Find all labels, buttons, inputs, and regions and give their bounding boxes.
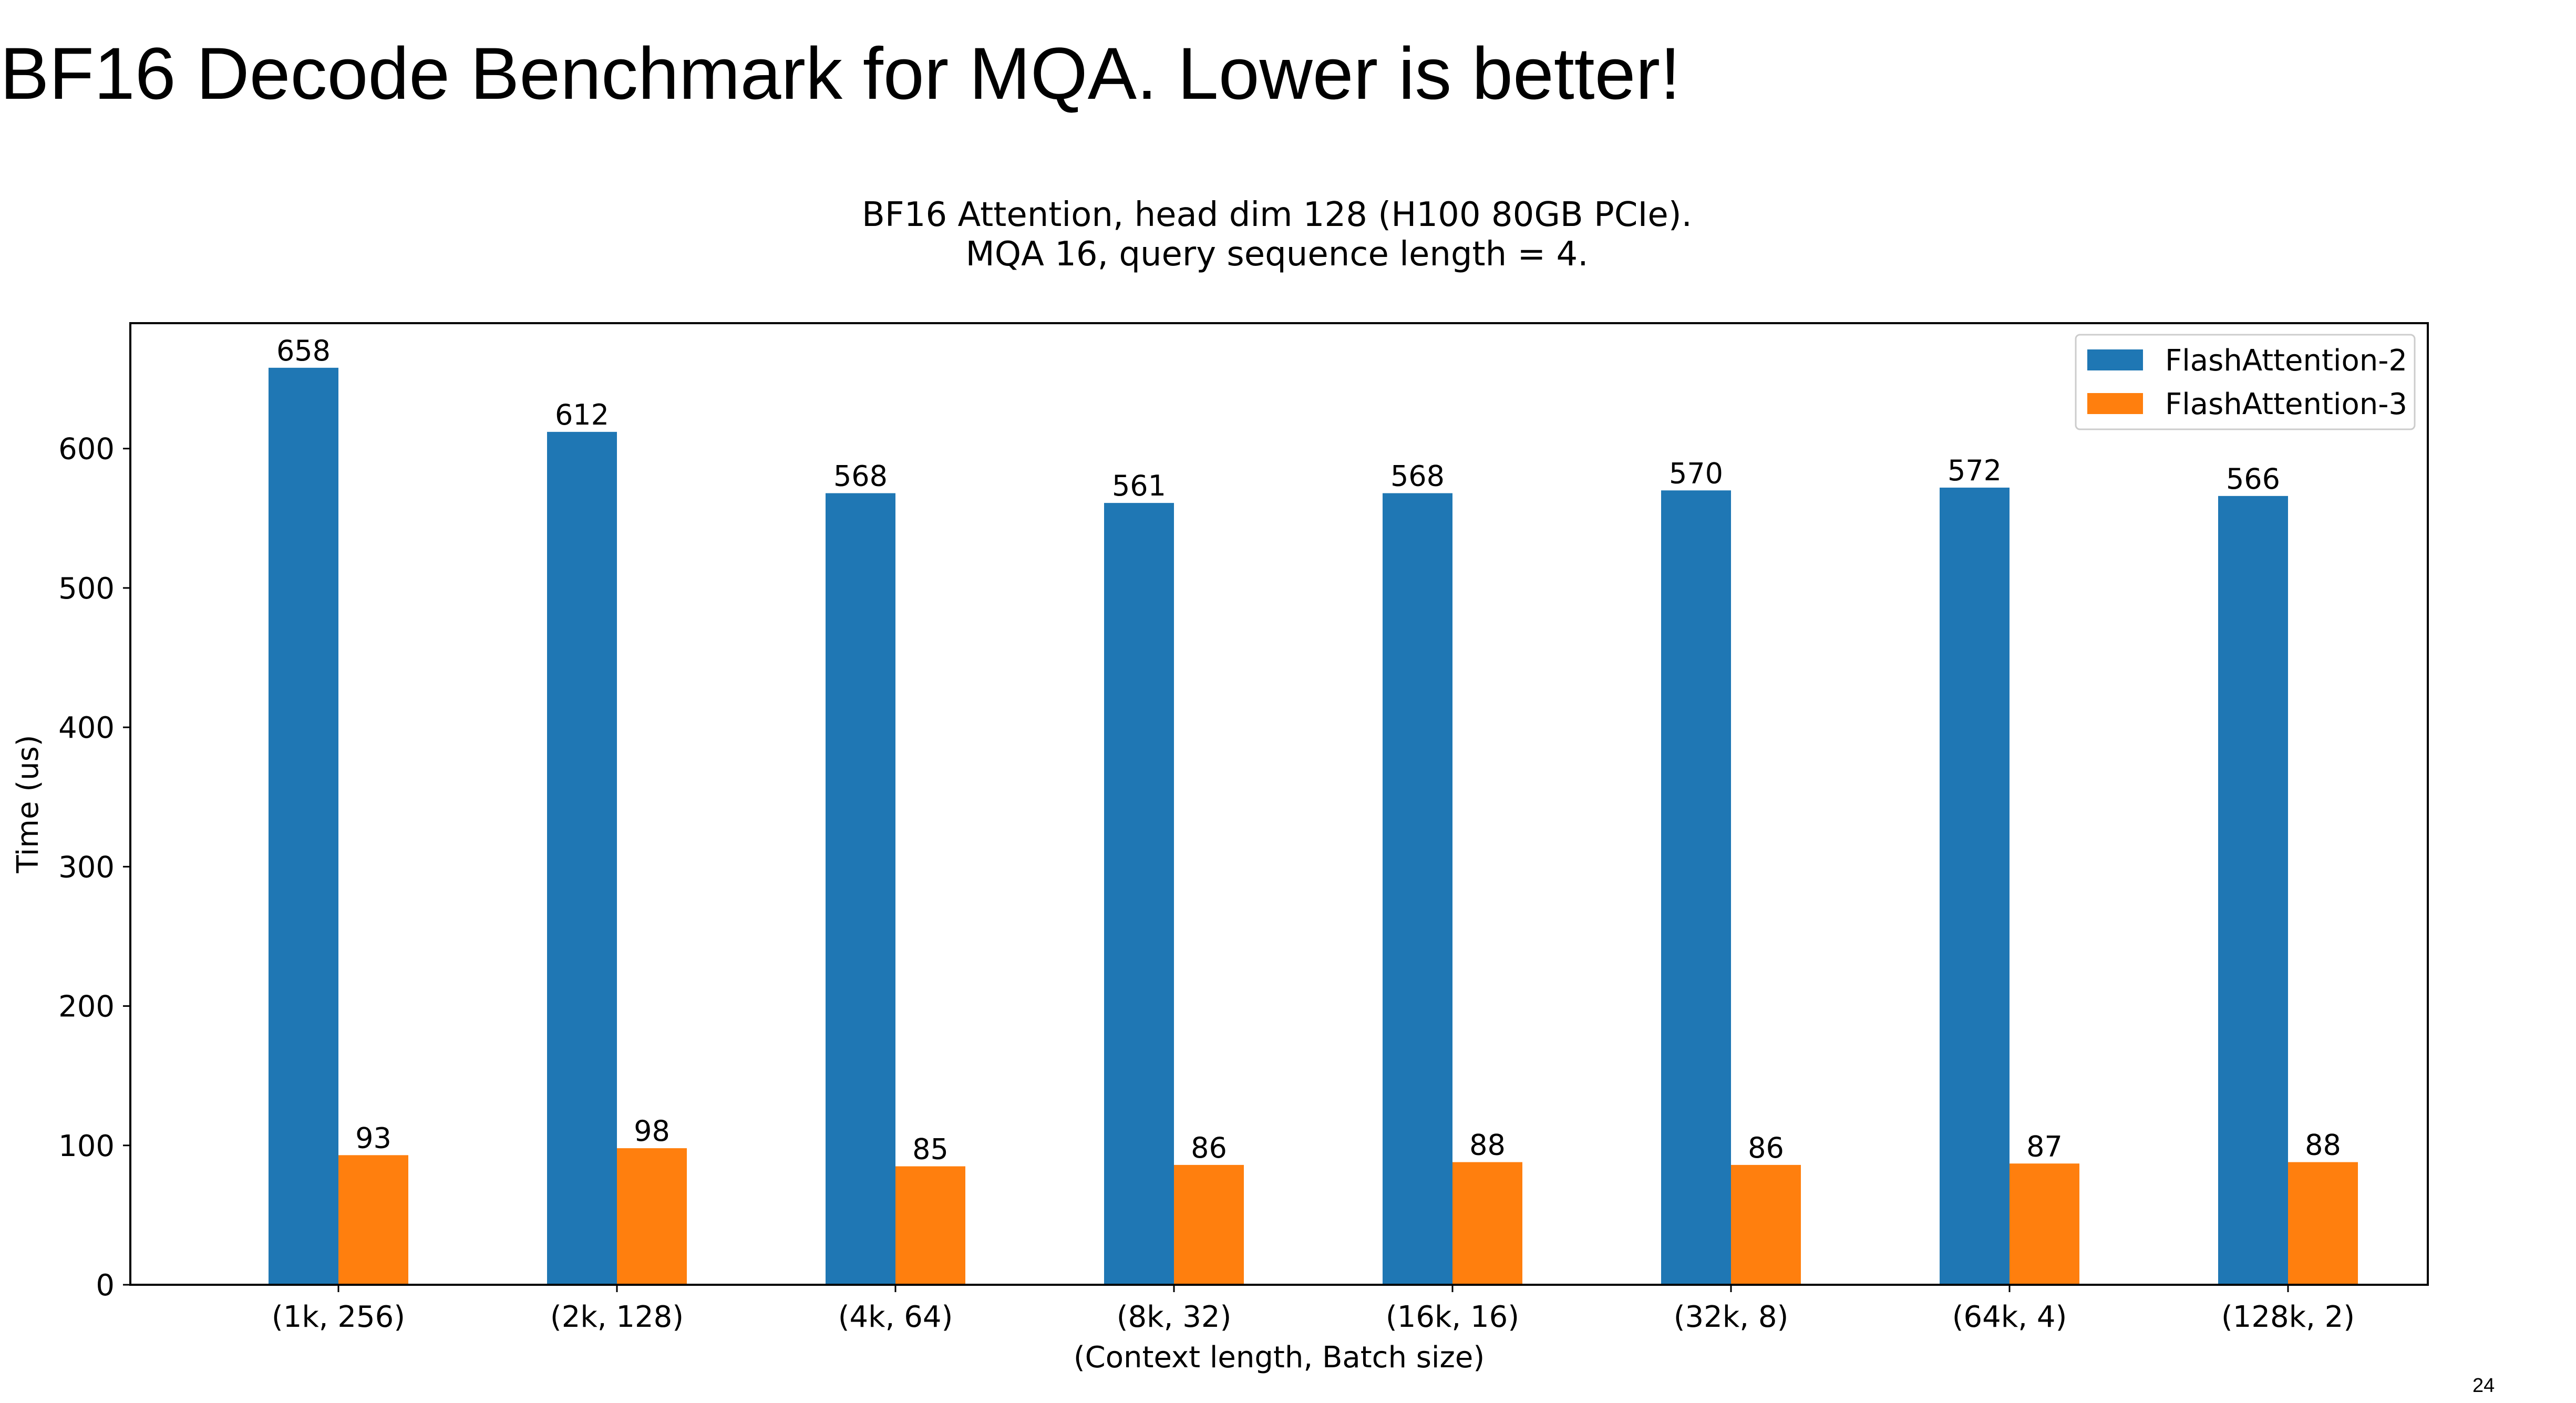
chart-subtitle: MQA 16, query sequence length = 4. (965, 235, 1588, 274)
legend-box (2075, 334, 2416, 430)
bar-flashattention-3-1 (617, 1148, 687, 1285)
x-tick-label-6: (64k, 4) (1952, 1300, 2067, 1334)
bar-flashattention-2-1 (547, 431, 617, 1285)
x-tick-label-5: (32k, 8) (1674, 1300, 1789, 1334)
y-tick-label-4: 400 (58, 711, 115, 745)
data-label-flashattention-3-7: 88 (2305, 1129, 2341, 1162)
x-axis-label: (Context length, Batch size) (1074, 1340, 1485, 1375)
data-label-flashattention-3-2: 85 (912, 1133, 949, 1166)
chart-title: BF16 Attention, head dim 128 (H100 80GB … (862, 195, 1692, 234)
x-tick-label-1: (2k, 128) (550, 1300, 684, 1334)
data-label-flashattention-2-3: 561 (1112, 469, 1166, 502)
data-label-flashattention-2-7: 566 (2226, 462, 2280, 496)
bar-flashattention-3-6 (2010, 1163, 2079, 1285)
data-label-flashattention-3-1: 98 (634, 1115, 670, 1148)
data-label-flashattention-3-4: 88 (1469, 1129, 1506, 1162)
y-tick-label-0: 0 (96, 1268, 115, 1303)
legend-swatch-flashattention-2 (2087, 349, 2143, 370)
bar-flashattention-3-7 (2288, 1162, 2358, 1285)
y-tick-label-1: 100 (58, 1129, 115, 1163)
x-tick-label-2: (4k, 64) (838, 1300, 953, 1334)
legend: FlashAttention-2 FlashAttention-3 (2075, 334, 2416, 430)
data-label-flashattention-3-3: 86 (1191, 1131, 1227, 1164)
bar-flashattention-2-0 (269, 367, 338, 1285)
data-label-flashattention-3-6: 87 (2026, 1130, 2063, 1163)
page-number: 24 (2472, 1375, 2495, 1397)
data-label-flashattention-2-1: 612 (555, 398, 609, 431)
data-label-flashattention-3-5: 86 (1748, 1131, 1784, 1164)
data-label-flashattention-2-4: 568 (1390, 460, 1445, 493)
y-tick-label-2: 200 (58, 990, 115, 1024)
y-tick-label-5: 500 (58, 572, 115, 606)
x-tick-label-3: (8k, 32) (1117, 1300, 1232, 1334)
bar-flashattention-3-4 (1452, 1162, 1522, 1285)
bar-flashattention-3-3 (1174, 1164, 1244, 1285)
data-label-flashattention-3-0: 93 (355, 1121, 391, 1154)
bar-flashattention-2-5 (1661, 490, 1731, 1285)
data-label-flashattention-2-5: 570 (1669, 457, 1723, 490)
bar-flashattention-2-3 (1104, 503, 1174, 1285)
bar-flashattention-3-0 (338, 1155, 408, 1285)
bar-flashattention-2-7 (2218, 496, 2288, 1285)
bar-flashattention-2-2 (826, 493, 895, 1285)
bar-flashattention-2-6 (1940, 487, 2010, 1285)
x-tick-label-7: (128k, 2) (2221, 1300, 2355, 1334)
x-tick-label-4: (16k, 16) (1386, 1300, 1519, 1334)
legend-label-flashattention-3: FlashAttention-3 (2165, 387, 2407, 421)
y-axis-label: Time (us) (11, 735, 45, 873)
y-tick-label-3: 300 (58, 850, 115, 884)
x-tick-label-0: (1k, 256) (272, 1300, 405, 1334)
data-label-flashattention-2-0: 658 (276, 334, 331, 367)
data-label-flashattention-2-6: 572 (1948, 454, 2002, 487)
bar-flashattention-3-2 (895, 1166, 965, 1285)
bar-flashattention-3-5 (1731, 1164, 1801, 1285)
legend-label-flashattention-2: FlashAttention-2 (2165, 344, 2407, 378)
legend-swatch-flashattention-3 (2087, 393, 2143, 414)
y-tick-label-6: 600 (58, 432, 115, 467)
plot-frame (129, 322, 2429, 1286)
data-label-flashattention-2-2: 568 (833, 460, 888, 493)
bar-flashattention-2-4 (1383, 493, 1452, 1285)
slide-title: BF16 Decode Benchmark for MQA. Lower is … (0, 32, 1681, 115)
